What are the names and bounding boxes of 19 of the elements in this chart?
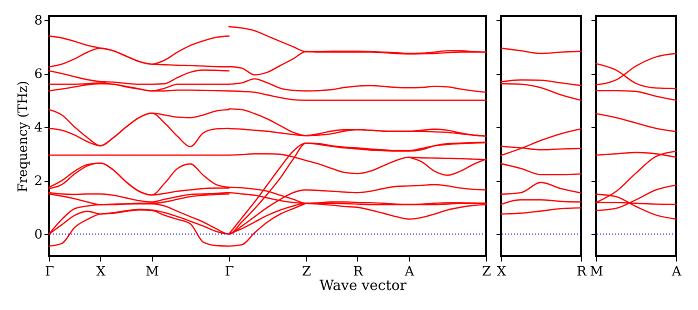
y-tick-label: 4 xyxy=(34,120,42,136)
y-axis-title: Frequency (THz) xyxy=(16,80,32,192)
x-tick-label: A xyxy=(404,264,415,280)
x-axis-title: Wave vector xyxy=(318,278,408,294)
x-tick-label: Z xyxy=(482,264,492,280)
x-tick-label: A xyxy=(670,264,682,280)
x-tick-label: Γ xyxy=(224,264,234,280)
x-tick-label: Z xyxy=(302,264,312,280)
x-tick-label: R xyxy=(353,264,364,280)
y-tick-label: 2 xyxy=(34,174,42,190)
y-tick-label: 0 xyxy=(34,228,42,243)
x-tick-label: M xyxy=(590,264,604,280)
y-tick-label: 8 xyxy=(34,14,42,29)
x-tick-label: R xyxy=(576,264,588,280)
x-tick-label: X xyxy=(496,264,507,280)
x-tick-label: M xyxy=(146,264,159,280)
x-tick-label: X xyxy=(96,264,106,280)
x-tick-label: Γ xyxy=(44,264,54,280)
y-tick-label: 6 xyxy=(34,67,42,82)
